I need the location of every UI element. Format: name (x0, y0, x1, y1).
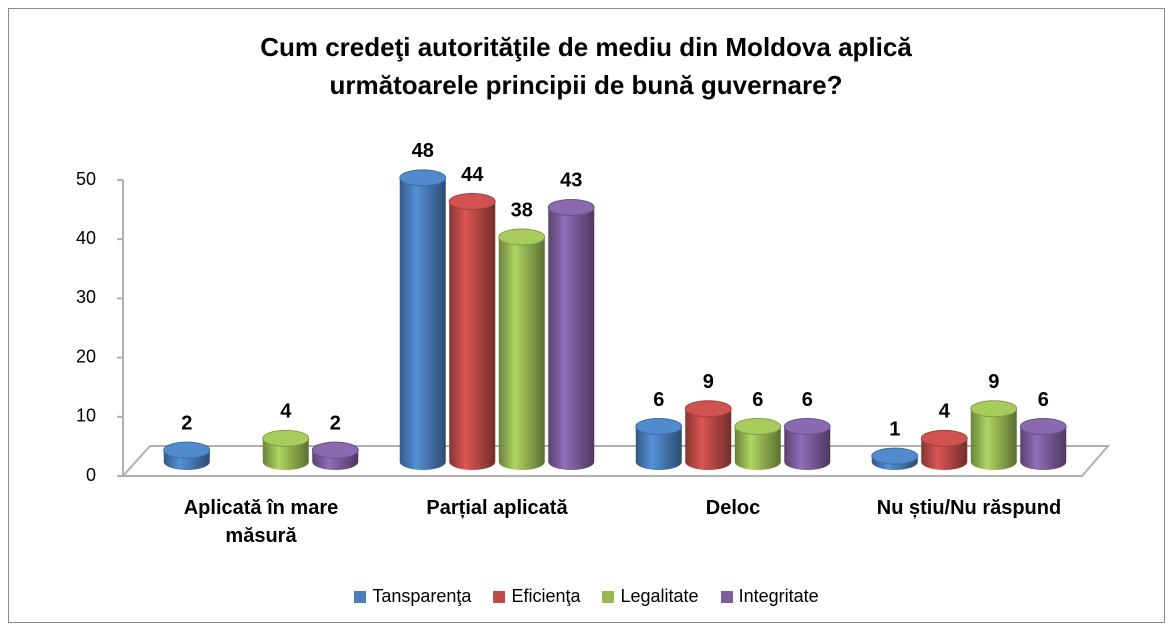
legend-item: Tansparenţa (354, 586, 471, 607)
y-tick-label: 30 (76, 287, 96, 307)
data-label: 6 (802, 389, 813, 411)
data-label: 6 (752, 389, 763, 411)
bar-top (498, 228, 546, 246)
bar (399, 177, 446, 470)
legend-label: Tansparenţa (372, 586, 472, 606)
data-label: 44 (461, 164, 484, 186)
data-label: 4 (280, 401, 292, 423)
data-label: 43 (560, 170, 582, 192)
bar-top (311, 441, 359, 459)
bar (1020, 426, 1067, 470)
data-label: 6 (1038, 389, 1049, 411)
bar-top (399, 169, 447, 187)
bar-top (262, 429, 310, 447)
floor (120, 445, 1111, 477)
x-tick-label: Deloc (705, 497, 761, 519)
legend-swatch (720, 590, 733, 603)
data-label: 2 (330, 412, 341, 434)
bar (449, 201, 496, 470)
y-tick-label: 10 (76, 406, 96, 426)
bar-top (684, 400, 732, 418)
data-label: 48 (412, 140, 434, 162)
bar (635, 426, 682, 470)
bar-top (163, 441, 211, 459)
x-tick-label: Nu știu/Nu răspund (876, 497, 1062, 519)
bar (784, 426, 831, 470)
bar (734, 426, 781, 470)
legend-item: Legalitate (602, 586, 699, 607)
legend-item: Eficienţa (493, 586, 580, 607)
y-tick-label: 50 (76, 169, 96, 189)
y-tick-label: 40 (76, 228, 96, 248)
data-label: 9 (703, 371, 714, 393)
bar-top (970, 400, 1018, 418)
chart-title: Cum credeţi autorităţile de mediu din Mo… (260, 32, 912, 100)
data-label: 38 (511, 199, 533, 221)
y-tick-label: 0 (86, 465, 96, 485)
bar (970, 408, 1017, 470)
bar-top (920, 429, 968, 447)
legend-label: Legalitate (620, 586, 699, 606)
bar (685, 408, 732, 470)
bar-top (448, 193, 496, 211)
legend-label: Integritate (738, 586, 819, 606)
bar (498, 237, 545, 470)
data-label: 2 (181, 412, 192, 434)
legend-label: Eficienţa (511, 586, 581, 606)
legend-swatch (602, 590, 615, 603)
data-label: 9 (988, 371, 999, 393)
bar-top (635, 417, 683, 435)
bar-top (734, 417, 782, 435)
legend-swatch (354, 590, 367, 603)
bar-top (1019, 417, 1067, 435)
bar (262, 438, 309, 470)
bar-top (783, 417, 831, 435)
bar-top (871, 447, 919, 465)
data-label: 1 (889, 418, 900, 440)
legend: Tansparenţa Eficienţa Legalitate Integritat… (0, 586, 1173, 607)
bar (548, 207, 595, 470)
x-tick-label: Aplicată în mare măsură (183, 497, 339, 547)
x-tick-label: Parțial aplicată (426, 497, 568, 519)
bar-top (547, 198, 595, 216)
data-label: 6 (653, 389, 664, 411)
bar (921, 438, 968, 470)
legend-item: Integritate (720, 586, 819, 607)
data-label: 4 (939, 401, 951, 423)
legend-swatch (493, 590, 506, 603)
y-tick-label: 20 (76, 346, 96, 366)
